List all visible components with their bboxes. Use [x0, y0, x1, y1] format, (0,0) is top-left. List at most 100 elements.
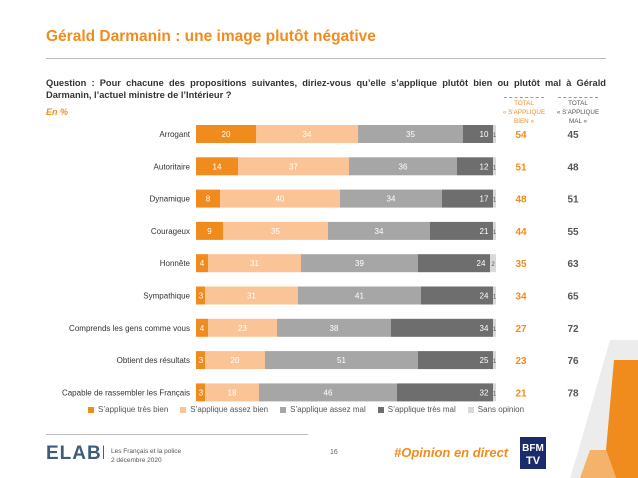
bar-segment — [328, 221, 430, 240]
bar-segment — [298, 286, 421, 305]
svg-text:TV: TV — [526, 455, 541, 467]
hashtag: #Opinion en direct — [394, 445, 509, 460]
legend-label: Sans opinion — [477, 405, 525, 414]
data-label: 4 — [200, 324, 205, 333]
bar-segment — [418, 254, 490, 273]
total-mal-value: 48 — [567, 162, 579, 173]
bar-segment — [196, 189, 220, 208]
category-label: Comprends les gens comme vous — [69, 324, 190, 333]
unit-label: En % — [46, 107, 69, 117]
bar-segment — [256, 125, 358, 143]
total-mal-value: 51 — [567, 195, 579, 206]
page-title: Gérald Darmanin : une image plutôt négat… — [46, 28, 376, 45]
elabe-logo-text: ELABE — [46, 443, 104, 463]
category-label: Autoritaire — [154, 162, 191, 171]
bar-segment — [208, 254, 301, 273]
legend-swatch — [377, 406, 384, 413]
data-label: 23 — [238, 324, 247, 333]
data-label: 41 — [355, 292, 364, 301]
data-label: 18 — [228, 388, 237, 397]
data-label: 1 — [493, 391, 497, 397]
bar-segment — [196, 157, 238, 176]
category-label: Courageux — [151, 227, 190, 236]
bar-segment — [493, 157, 496, 176]
study-name: Les Français et la police — [111, 448, 182, 455]
footer-divider — [46, 434, 308, 435]
data-label: 25 — [480, 356, 489, 365]
data-label: 3 — [199, 356, 204, 365]
data-label: 1 — [493, 198, 497, 204]
data-label: 10 — [480, 130, 489, 139]
legend-label: S’applique très bien — [98, 405, 169, 414]
data-label: 20 — [222, 130, 231, 139]
bar-segment — [397, 383, 493, 402]
data-label: 3 — [199, 292, 204, 301]
bar-segment — [277, 318, 391, 337]
data-label: 37 — [289, 162, 298, 171]
legend-swatch — [280, 406, 287, 413]
page-number: 16 — [330, 449, 338, 456]
total-mal-value: 45 — [567, 130, 579, 141]
category-label: Capable de rassembler les Français — [62, 388, 190, 397]
elabe-logo: ELABE — [46, 443, 104, 463]
total-mal-header-line1: TOTAL — [568, 100, 588, 107]
total-bien-header-line3: BIEN » — [514, 118, 534, 125]
total-bien-header-line2: « S’APPLIQUE — [502, 109, 546, 116]
bar-segment — [493, 351, 496, 370]
total-mal-header: TOTAL « S’APPLIQUE MAL » — [548, 97, 608, 126]
data-label: 4 — [200, 259, 205, 268]
decorative-a-shape-icon — [570, 340, 638, 478]
bar-segment — [493, 383, 496, 402]
data-label: 34 — [375, 227, 384, 236]
total-bien-value: 27 — [515, 324, 527, 335]
survey-question: Question : Pour chacune des propositions… — [46, 78, 606, 100]
data-label: 34 — [303, 130, 312, 139]
bar-segment — [340, 189, 442, 208]
bar-segment — [196, 286, 205, 305]
category-label: Honnête — [160, 259, 191, 268]
legend-swatch — [88, 406, 94, 413]
category-label: Sympathique — [143, 292, 190, 301]
total-mal-divider — [558, 97, 598, 98]
data-label: 51 — [337, 356, 346, 365]
data-label: 1 — [493, 165, 497, 171]
bar-segment — [457, 157, 493, 176]
total-bien-value: 23 — [515, 356, 527, 367]
total-bien-value: 48 — [515, 195, 527, 206]
chart-legend: S’applique très bien S’applique assez bie… — [88, 405, 524, 414]
total-mal-value: 55 — [567, 227, 579, 238]
total-bien-header-line1: TOTAL — [514, 100, 534, 107]
data-label: 20 — [231, 356, 240, 365]
total-mal-header-line3: MAL » — [569, 118, 587, 125]
legend-label: S’applique très mal — [387, 405, 456, 414]
data-label: 24 — [477, 259, 486, 268]
bar-segment — [301, 254, 418, 273]
legend-label: S’applique assez mal — [290, 405, 366, 414]
legend-item: Sans opinion — [467, 405, 525, 414]
total-bien-value: 44 — [515, 227, 527, 238]
data-label: 17 — [480, 195, 489, 204]
total-mal-value: 78 — [567, 388, 579, 399]
bar-segment — [493, 318, 496, 337]
total-mal-value: 72 — [567, 324, 579, 335]
legend-item: S’applique très mal — [377, 405, 456, 414]
svg-text:BFM: BFM — [522, 443, 544, 454]
bar-segment — [490, 254, 496, 273]
category-label: Dynamique — [150, 195, 191, 204]
data-label: 1 — [493, 295, 497, 301]
category-label: Obtient des résultats — [117, 356, 190, 365]
bar-segment — [493, 221, 496, 240]
legend-label: S’applique assez bien — [190, 405, 269, 414]
bar-segment — [196, 383, 205, 402]
total-bien-value: 34 — [515, 292, 527, 303]
data-label: 32 — [480, 388, 489, 397]
data-label: 46 — [324, 388, 333, 397]
data-label: 9 — [207, 227, 212, 236]
total-bien-value: 54 — [515, 130, 527, 141]
bar-segment — [493, 125, 496, 143]
legend-swatch — [180, 406, 187, 413]
data-label: 1 — [493, 359, 497, 365]
bar-segment — [463, 125, 493, 143]
bar-segment — [196, 125, 256, 143]
